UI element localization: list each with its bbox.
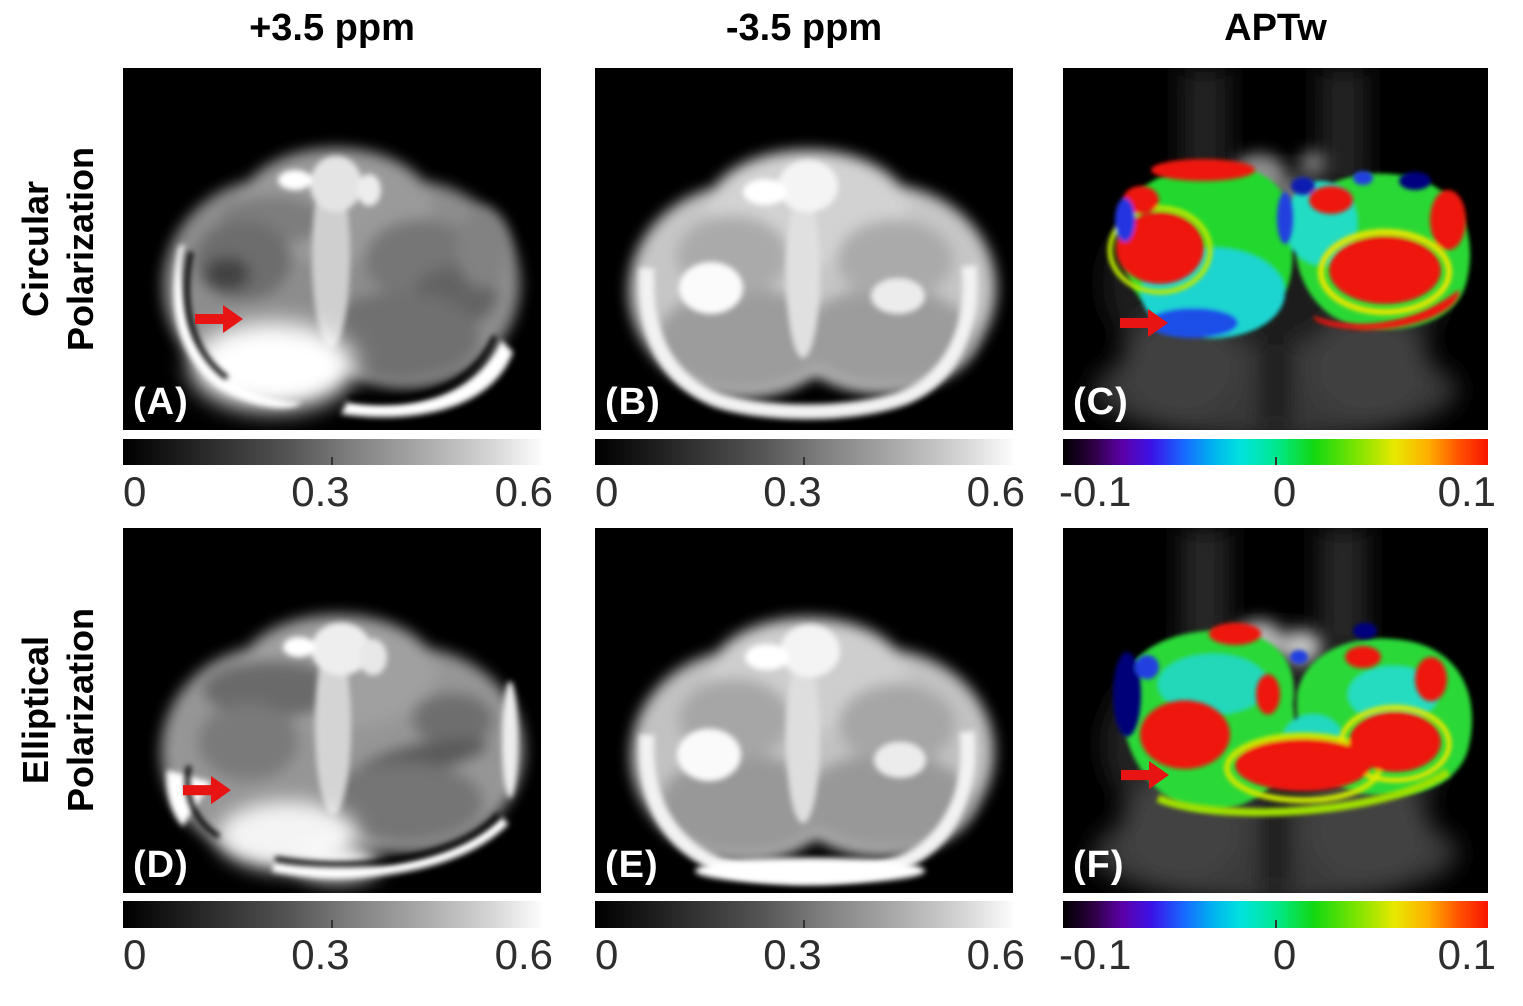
tick-label: 0.3	[763, 468, 822, 515]
row-label-line1: Circular	[15, 180, 56, 318]
tick-label: 0	[123, 468, 147, 515]
colorbar-ticks-gray-B: 0 0.3 0.6	[595, 467, 1025, 519]
mri-image-E	[595, 528, 1013, 893]
tick-label: 0	[595, 931, 619, 978]
annotation-arrow-icon	[1120, 309, 1168, 337]
colorbar-gray-D	[123, 901, 541, 928]
mri-image-A	[123, 68, 541, 430]
mri-image-D	[123, 528, 541, 893]
row-label-line2: Polarization	[60, 146, 101, 352]
tick-label: -0.1	[1059, 931, 1132, 978]
tick-label: 0	[595, 468, 619, 515]
tick-label: 0.3	[763, 931, 822, 978]
tick-label: 0	[123, 931, 147, 978]
tick-label: 0.1	[1437, 931, 1496, 978]
colorbar-jet-C	[1063, 439, 1488, 465]
panel-label-F: (F)	[1073, 844, 1125, 886]
tick-label: 0	[1272, 468, 1297, 515]
colorbar-gray-A	[123, 439, 541, 465]
colorbar-ticks-gray-D: 0 0.3 0.6	[123, 930, 553, 982]
mri-image-B	[595, 68, 1013, 430]
panel-A: (A)	[123, 68, 541, 430]
aptw-map-F	[1063, 528, 1488, 893]
colorbar-gray-E	[595, 901, 1013, 928]
colorbar-jet-F	[1063, 901, 1488, 928]
annotation-arrow-icon	[1121, 760, 1169, 790]
tick-label: 0.6	[966, 468, 1025, 515]
panel-label-A: (A)	[133, 381, 189, 423]
panel-C: (C)	[1063, 68, 1488, 430]
tick-label: 0.3	[291, 468, 350, 515]
column-header-aptw: APTw	[1224, 6, 1327, 49]
panel-label-E: (E)	[605, 844, 659, 886]
tick-label: 0	[1272, 931, 1297, 978]
colorbar-gray-B	[595, 439, 1013, 465]
tick-label: 0.6	[494, 468, 553, 515]
colorbar-ticks-jet-F: -0.1 0 0.1	[1059, 930, 1496, 982]
aptw-map-C	[1063, 68, 1488, 430]
panel-label-D: (D)	[133, 844, 189, 886]
panel-label-C: (C)	[1073, 381, 1129, 423]
panel-B: (B)	[595, 68, 1013, 430]
annotation-arrow-icon	[195, 305, 243, 333]
tick-label: 0.1	[1437, 468, 1496, 515]
row-label-line2: Polarization	[60, 607, 101, 813]
column-header-minus-3-5ppm: -3.5 ppm	[725, 6, 883, 49]
panel-E: (E)	[595, 528, 1013, 893]
tick-label: 0.3	[291, 931, 350, 978]
panel-D: (D)	[123, 528, 541, 893]
colorbar-ticks-gray-A: 0 0.3 0.6	[123, 467, 553, 519]
tick-label: 0.6	[966, 931, 1025, 978]
column-header-plus-3-5ppm: +3.5 ppm	[249, 6, 415, 49]
annotation-arrow-icon	[183, 776, 231, 805]
panel-F: (F)	[1063, 528, 1488, 893]
tick-label: -0.1	[1059, 468, 1132, 515]
tick-label: 0.6	[494, 931, 553, 978]
panel-label-B: (B)	[605, 381, 661, 423]
row-label-line1: Elliptical	[15, 635, 56, 785]
colorbar-ticks-gray-E: 0 0.3 0.6	[595, 930, 1025, 982]
colorbar-ticks-jet-C: -0.1 0 0.1	[1059, 467, 1496, 519]
